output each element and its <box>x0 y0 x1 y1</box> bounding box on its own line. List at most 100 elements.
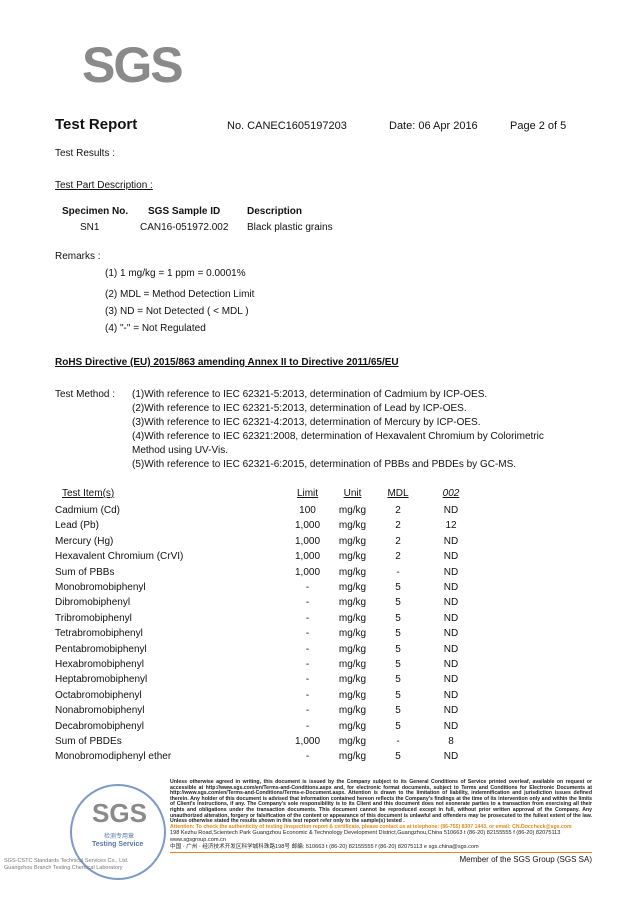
result-002: ND <box>443 720 459 732</box>
test-results-label: Test Results : <box>55 148 116 159</box>
mdl: 2 <box>395 505 401 516</box>
unit: mg/kg <box>338 705 367 717</box>
remarks-label: Remarks : <box>55 251 101 262</box>
test-item: Decabromobiphenyl <box>55 720 144 732</box>
stamp-cn: 检测专用章 <box>104 834 135 840</box>
limit: - <box>305 597 310 609</box>
unit: mg/kg <box>338 520 367 532</box>
unit: mg/kg <box>338 505 367 516</box>
specimen-no: SN1 <box>80 222 100 233</box>
unit: mg/kg <box>338 751 367 763</box>
description: Black plastic grains <box>247 222 333 233</box>
test-part-label: Test Part Description : <box>55 180 153 191</box>
method-line: (4)With reference to IEC 62321:2008, det… <box>132 431 544 442</box>
table-row: Hexabromobiphenyl - mg/kg 5 ND <box>0 659 636 674</box>
limit: - <box>305 659 310 670</box>
page-number: Page 2 of 5 <box>510 120 567 132</box>
stamp-logo: SGS <box>92 798 147 828</box>
mdl: 2 <box>395 551 401 563</box>
test-item: Lead (Pb) <box>55 520 99 532</box>
method-line: (5)With reference to IEC 62321-6:2015, d… <box>132 459 517 470</box>
table-row: Tribromobiphenyl - mg/kg 5 ND <box>0 613 636 628</box>
test-item: Tribromobiphenyl <box>55 612 132 624</box>
mdl: 5 <box>395 659 401 670</box>
unit: mg/kg <box>338 628 367 640</box>
test-item: Sum of PBDEs <box>55 736 122 747</box>
table-row: Decabromobiphenyl - mg/kg 5 ND <box>0 721 636 736</box>
sample-id: CAN16-051972.002 <box>140 222 229 233</box>
result-002: ND <box>443 643 459 655</box>
limit: 1,000 <box>294 566 321 578</box>
test-item: Tetrabromobiphenyl <box>55 628 143 640</box>
test-item: Hexabromobiphenyl <box>55 659 144 670</box>
sample-id-header: SGS Sample ID <box>148 206 221 217</box>
table-row: Tetrabromobiphenyl - mg/kg 5 ND <box>0 628 636 643</box>
col-mdl: MDL <box>387 488 409 499</box>
limit: - <box>305 705 310 717</box>
mdl: - <box>396 736 400 747</box>
limit: 1,000 <box>294 736 321 747</box>
address-cn: 中国 · 广州 · 经济技术开发区科学城科珠路198号 邮编: 510663 t… <box>170 843 479 850</box>
mdl: 5 <box>395 674 401 686</box>
method-line: (1)With reference to IEC 62321-5:2013, d… <box>132 389 488 400</box>
table-row: Mercury (Hg) 1,000 mg/kg 2 ND <box>0 536 636 551</box>
col-test-item: Test Item(s) <box>62 488 115 499</box>
table-row: Sum of PBDEs 1,000 mg/kg - 8 <box>0 736 636 751</box>
limit: 1,000 <box>294 520 321 532</box>
mdl: 5 <box>395 705 401 717</box>
unit: mg/kg <box>338 566 367 578</box>
result-002: ND <box>443 505 459 516</box>
test-item: Hexavalent Chromium (CrVI) <box>55 551 184 563</box>
table-row: Lead (Pb) 1,000 mg/kg 2 12 <box>0 520 636 535</box>
unit: mg/kg <box>338 674 367 686</box>
test-item: Heptabromobiphenyl <box>55 674 148 686</box>
table-row: Octabromobiphenyl - mg/kg 5 ND <box>0 690 636 705</box>
unit: mg/kg <box>338 689 367 701</box>
stamp-sub: Testing Service <box>92 841 144 848</box>
unit: mg/kg <box>338 535 367 547</box>
lab-name-1: SGS-CSTC Standards Technical Services Co… <box>4 858 129 864</box>
method-line: (3)With reference to IEC 62321-4:2013, d… <box>132 417 481 428</box>
test-item: Cadmium (Cd) <box>55 505 121 516</box>
unit: mg/kg <box>338 612 367 624</box>
remark-item: (4) "-" = Not Regulated <box>105 323 206 334</box>
description-header: Description <box>247 206 303 217</box>
method-line: Method using UV-Vis. <box>132 445 228 456</box>
col-sample-002: 002 <box>442 488 460 499</box>
mdl: 5 <box>395 597 401 609</box>
address-en: 198 Kezhu Road,Scientech Park Guangzhou … <box>170 830 561 843</box>
limit: - <box>305 720 310 732</box>
unit: mg/kg <box>338 582 367 593</box>
result-002: ND <box>443 612 459 624</box>
table-row: Hexavalent Chromium (CrVI) 1,000 mg/kg 2 ND <box>0 551 636 566</box>
test-item: Pentabromobiphenyl <box>55 643 147 655</box>
result-002: ND <box>443 751 459 763</box>
limit: - <box>305 689 310 701</box>
report-title: Test Report <box>55 116 138 133</box>
limit: - <box>305 751 310 763</box>
table-row: Dibromobiphenyl - mg/kg 5 ND <box>0 597 636 612</box>
report-date: Date: 06 Apr 2016 <box>389 120 478 132</box>
remark-item: (2) MDL = Method Detection Limit <box>105 289 255 300</box>
unit: mg/kg <box>338 720 367 732</box>
unit: mg/kg <box>338 736 367 747</box>
test-item: Mercury (Hg) <box>55 535 114 547</box>
unit: mg/kg <box>338 551 367 563</box>
limit: - <box>305 582 310 593</box>
test-item: Monobromodiphenyl ether <box>55 751 172 763</box>
result-002: ND <box>443 582 459 593</box>
table-row: Cadmium (Cd) 100 mg/kg 2 ND <box>0 505 636 520</box>
legal-text: Unless otherwise agreed in writing, this… <box>170 779 592 825</box>
table-row: Nonabromobiphenyl - mg/kg 5 ND <box>0 705 636 720</box>
method-line: (2)With reference to IEC 62321-5:2013, d… <box>132 403 467 414</box>
result-002: 12 <box>445 520 457 532</box>
mdl: - <box>396 566 400 578</box>
result-002: ND <box>443 551 459 563</box>
table-row: Monobromodiphenyl ether - mg/kg 5 ND <box>0 751 636 766</box>
specimen-header: Specimen No. <box>62 206 129 217</box>
table-row: Heptabromobiphenyl - mg/kg 5 ND <box>0 674 636 689</box>
remark-item: (3) ND = Not Detected ( < MDL ) <box>105 306 249 317</box>
limit: 100 <box>299 505 316 516</box>
lab-name-2: Guangzhou Branch Testing Chemical Labora… <box>4 865 123 871</box>
result-002: ND <box>443 659 459 670</box>
